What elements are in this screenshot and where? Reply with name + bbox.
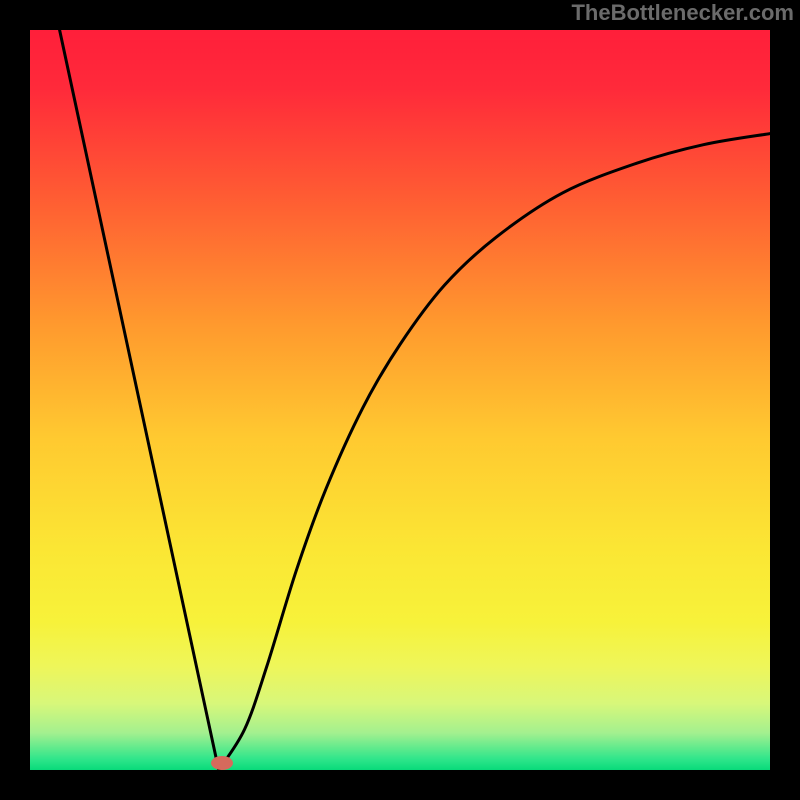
minimum-marker xyxy=(211,756,233,770)
plot-area xyxy=(30,30,770,770)
watermark-text: TheBottlenecker.com xyxy=(571,0,794,26)
curve-svg xyxy=(30,30,770,770)
bottleneck-curve xyxy=(60,30,770,770)
stage: TheBottlenecker.com xyxy=(0,0,800,800)
